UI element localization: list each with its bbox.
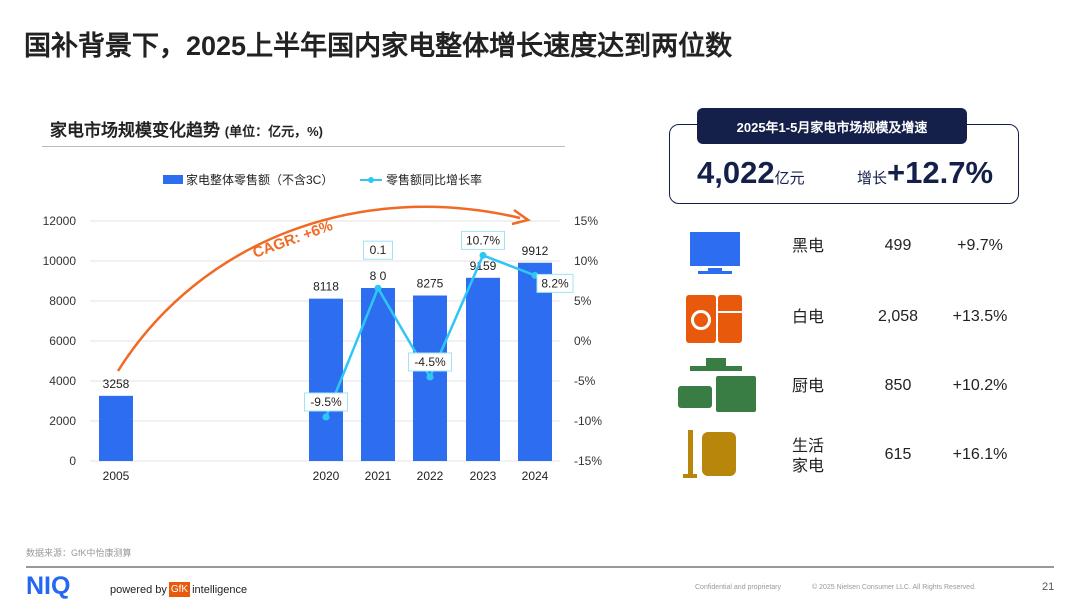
growth-value: +12.7% (887, 155, 994, 190)
legend-line-label: 零售额同比增长率 (386, 172, 482, 187)
category-name: 黑电 (792, 238, 825, 255)
copyright: © 2025 Nielsen Consumer LLC. All Rights … (812, 584, 976, 591)
washer-fridge-icon (680, 293, 750, 349)
page-title: 国补背景下，2025上半年国内家电整体增长速度达到两位数 (24, 31, 733, 61)
growth-label: 0.1 (370, 243, 387, 257)
y-left-tick: 4000 (49, 374, 76, 388)
category-growth: +9.7% (957, 237, 1003, 254)
bar-value-label: 8118 (313, 280, 339, 294)
x-tick: 2024 (522, 469, 549, 483)
total-growth: 增长+12.7% (857, 155, 993, 191)
category-value: 499 (884, 237, 912, 254)
y-left-tick: 2000 (49, 414, 76, 428)
growth-label: 增长 (857, 170, 888, 187)
bar-value-label: 8 0 (370, 269, 387, 283)
bar-value-label: 3258 (103, 377, 130, 391)
bar (518, 262, 552, 461)
category-name: 生活 家电 (792, 437, 824, 477)
gfk-logo: GfK (168, 582, 191, 597)
category-growth: +13.5% (952, 308, 1008, 325)
growth-label: 10.7% (466, 233, 500, 247)
bar-value-label: 9912 (522, 244, 549, 258)
legend-bar-swatch (163, 175, 183, 184)
y-right-tick: -10% (574, 414, 602, 428)
category-growth: +16.1% (952, 446, 1008, 463)
total-unit: 亿元 (774, 170, 805, 187)
growth-point (374, 284, 382, 292)
subtitle-unit: (单位：亿元，%) (224, 124, 323, 139)
growth-point (426, 373, 434, 381)
small-appliance-icon (680, 430, 750, 486)
y-left-tick: 8000 (49, 294, 76, 308)
x-tick: 2020 (313, 469, 340, 483)
growth-label: -4.5% (414, 355, 446, 369)
cagr-arrow (116, 205, 521, 372)
category-growth: +10.2% (952, 377, 1008, 394)
category-value: 615 (884, 446, 912, 463)
growth-point (479, 251, 487, 259)
bar-value-label: 9159 (470, 259, 497, 273)
bar (361, 288, 395, 461)
confidential-note: Confidential and proprietary (695, 584, 781, 591)
growth-label: 8.2% (541, 276, 569, 290)
category-row: 生活 家电 615 +16.1% (680, 430, 1040, 490)
subtitle-text: 家电市场规模变化趋势 (50, 121, 220, 140)
category-row: 黑电 499 +9.7% (680, 228, 1040, 288)
intelligence-text: intelligence (192, 583, 248, 596)
category-name: 厨电 (792, 378, 825, 395)
category-row: 厨电 850 +10.2% (678, 358, 1040, 418)
footer-divider (26, 566, 1054, 568)
tv-icon (680, 228, 750, 284)
y-left-tick: 12000 (43, 214, 77, 228)
cagr-arrowhead (511, 208, 531, 226)
legend-line-marker (368, 177, 374, 183)
total-number: 4,022 (697, 155, 775, 190)
bar (466, 277, 500, 461)
category-value: 2,058 (877, 308, 919, 325)
y-right-tick: 10% (574, 254, 598, 268)
powered-by: powered by GfK intelligence (110, 582, 247, 597)
divider (42, 146, 565, 147)
growth-point (322, 413, 330, 421)
y-right-tick: 15% (574, 214, 598, 228)
category-name-text: 生活 家电 (792, 438, 825, 475)
growth-label: -9.5% (310, 395, 342, 409)
category-value: 850 (884, 377, 912, 394)
x-tick: 2023 (470, 469, 497, 483)
data-source: 数据来源：GfK中怡康测算 (26, 548, 132, 558)
niq-logo: NIQ (26, 572, 71, 600)
growth-label-box (304, 392, 348, 412)
growth-label-box (363, 240, 393, 260)
growth-label-box (536, 273, 574, 293)
y-left-tick: 0 (69, 454, 76, 468)
y-right-tick: 5% (574, 294, 592, 308)
category-name: 白电 (792, 309, 825, 326)
cagr-label: CAGR: +6% (251, 217, 336, 262)
bar (99, 395, 133, 461)
x-tick: 2021 (365, 469, 392, 483)
page-number: 21 (1042, 581, 1055, 593)
category-row: 白电 2,058 +13.5% (680, 293, 1040, 353)
y-right-tick: 0% (574, 334, 592, 348)
y-left-tick: 10000 (43, 254, 77, 268)
panel-header: 2025年1-5月家电市场规模及增速 (697, 108, 967, 144)
growth-label-box (461, 230, 505, 250)
bar-value-label: 8275 (417, 277, 444, 291)
y-right-tick: -5% (574, 374, 596, 388)
bar (309, 298, 343, 461)
powered-text: powered by (110, 583, 167, 596)
x-tick: 2022 (417, 469, 444, 483)
total-value: 4,022亿元 (697, 155, 805, 191)
growth-label-box (408, 352, 452, 372)
market-chart: 0 2000 4000 6000 8000 10000 12000 -15% -10% -5% 0%… (43, 172, 603, 483)
chart-subtitle: 家电市场规模变化趋势 (单位：亿元，%) (50, 116, 323, 141)
x-tick: 2005 (103, 469, 130, 483)
y-left-tick: 6000 (49, 334, 76, 348)
y-right-tick: -15% (574, 454, 602, 468)
kitchen-appliance-icon (678, 358, 756, 414)
legend-bar-label: 家电整体零售额（不含3C） (186, 172, 333, 187)
